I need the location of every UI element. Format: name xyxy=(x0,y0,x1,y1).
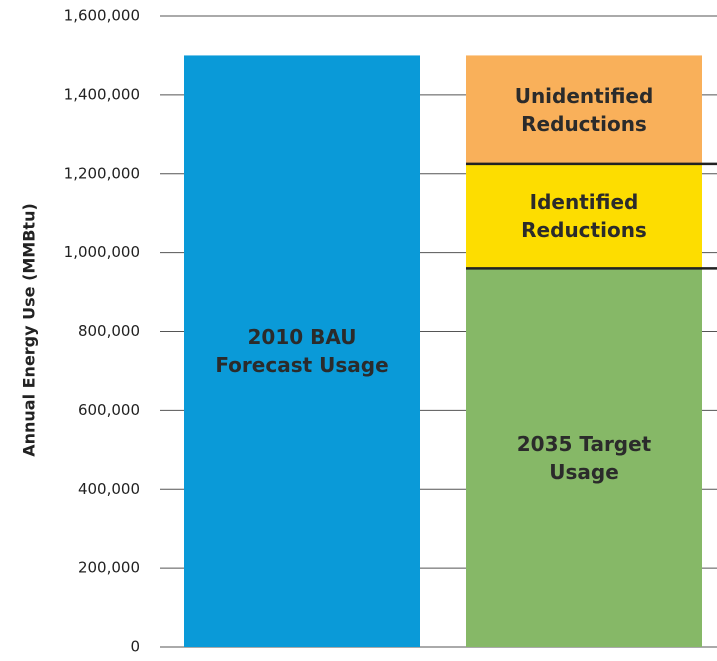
segment-label: 2010 BAU Forecast Usage xyxy=(215,325,389,378)
bar-segment xyxy=(184,55,420,647)
y-tick-label: 200,000 xyxy=(78,559,140,577)
segment-label: Identified Reductions xyxy=(521,190,647,243)
bar-segment xyxy=(466,55,702,164)
segment-label: 2035 Target Usage xyxy=(516,431,652,484)
y-tick-label: 1,400,000 xyxy=(64,85,140,103)
bar-segment xyxy=(466,163,702,269)
y-tick-label: 1,200,000 xyxy=(64,164,140,182)
y-tick-label: 600,000 xyxy=(78,401,140,419)
y-tick-label: 400,000 xyxy=(78,480,140,498)
bar-segment xyxy=(466,268,702,647)
y-tick-label: 800,000 xyxy=(78,322,140,340)
y-tick-label: 0 xyxy=(130,638,140,656)
y-tick-label: 1,600,000 xyxy=(64,7,140,25)
y-tick-label: 1,000,000 xyxy=(64,243,140,261)
y-axis-label: Annual Energy Use (MMBtu) xyxy=(20,203,39,457)
segment-label: Unidentified Reductions xyxy=(514,83,654,136)
